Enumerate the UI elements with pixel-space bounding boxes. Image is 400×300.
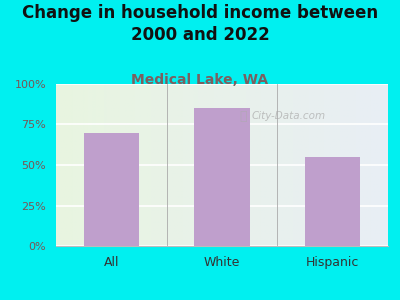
Text: City-Data.com: City-Data.com bbox=[251, 111, 326, 122]
Bar bbox=[305, 157, 360, 246]
Text: Medical Lake, WA: Medical Lake, WA bbox=[132, 74, 268, 88]
Text: Change in household income between
2000 and 2022: Change in household income between 2000 … bbox=[22, 4, 378, 44]
Text: ⓘ: ⓘ bbox=[240, 110, 247, 123]
Bar bbox=[194, 108, 250, 246]
Bar bbox=[84, 133, 139, 246]
